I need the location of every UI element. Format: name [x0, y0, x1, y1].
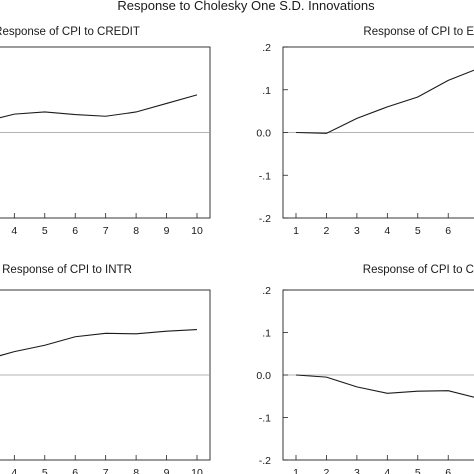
- x-tick-label: 5: [415, 225, 421, 237]
- panel-title: Response of CPI to CREDIT: [0, 26, 140, 38]
- x-tick-label: 1: [293, 225, 299, 237]
- panel-title: Response of CPI to INTR: [2, 264, 132, 276]
- y-tick-label: -.1: [259, 170, 271, 182]
- panel-title: Response of CPI to E: [363, 26, 474, 38]
- x-tick-label: 6: [72, 225, 78, 237]
- panel-title: Response of CPI to C: [363, 264, 474, 276]
- series-line: [0, 328, 198, 357]
- x-tick-label: 2: [324, 225, 330, 237]
- y-tick-label: 0.0: [256, 370, 271, 382]
- x-tick-label: 2: [324, 467, 330, 474]
- x-tick-label: 8: [133, 467, 139, 474]
- y-tick-label: 0.0: [256, 128, 271, 140]
- irf-panel-2: Response of CPI to E.2.10.0-.1-.21234567: [256, 26, 474, 237]
- y-tick-label: -.2: [259, 213, 271, 225]
- y-tick-label: .1: [262, 85, 271, 97]
- x-tick-label: 5: [42, 225, 48, 237]
- y-tick-label: .1: [262, 328, 271, 340]
- series-line: [295, 69, 474, 134]
- figure-title: Response to Cholesky One S.D. Innovation…: [117, 0, 375, 13]
- x-tick-label: 3: [354, 467, 360, 474]
- x-tick-label: 4: [384, 467, 390, 474]
- irf-panel-1: Response of CPI to CREDIT 4 5 6 7 8 9 10: [0, 26, 211, 237]
- irf-panel-3: Response of CPI to INTR 4 5 6 7 8 9 10: [0, 264, 211, 474]
- x-tick-label: 4: [384, 225, 390, 237]
- x-tick-label: 7: [103, 467, 109, 474]
- x-tick-label: 9: [164, 467, 170, 474]
- y-tick-label: -.1: [259, 413, 271, 425]
- x-tick-label: 1: [293, 467, 299, 474]
- y-tick-label: -.2: [259, 455, 271, 467]
- x-tick-label: 8: [133, 225, 139, 237]
- x-tick-label: 6: [445, 225, 451, 237]
- series-line: [295, 374, 474, 398]
- x-tick-label: 7: [103, 225, 109, 237]
- x-tick-label: 10: [191, 225, 203, 237]
- y-tick-label: .2: [262, 285, 271, 297]
- x-tick-label: 4: [11, 467, 17, 474]
- x-tick-label: 10: [191, 467, 203, 474]
- series-line: [0, 94, 198, 119]
- x-tick-label: 6: [72, 467, 78, 474]
- x-tick-label: 6: [445, 467, 451, 474]
- x-tick-label: 9: [164, 225, 170, 237]
- x-tick-label: 3: [354, 225, 360, 237]
- x-tick-label: 4: [11, 225, 17, 237]
- y-tick-label: .2: [262, 42, 271, 54]
- x-tick-label: 5: [415, 467, 421, 474]
- x-tick-label: 5: [42, 467, 48, 474]
- irf-panel-4: Response of CPI to C.2.10.0-.1-.21234567: [256, 264, 474, 474]
